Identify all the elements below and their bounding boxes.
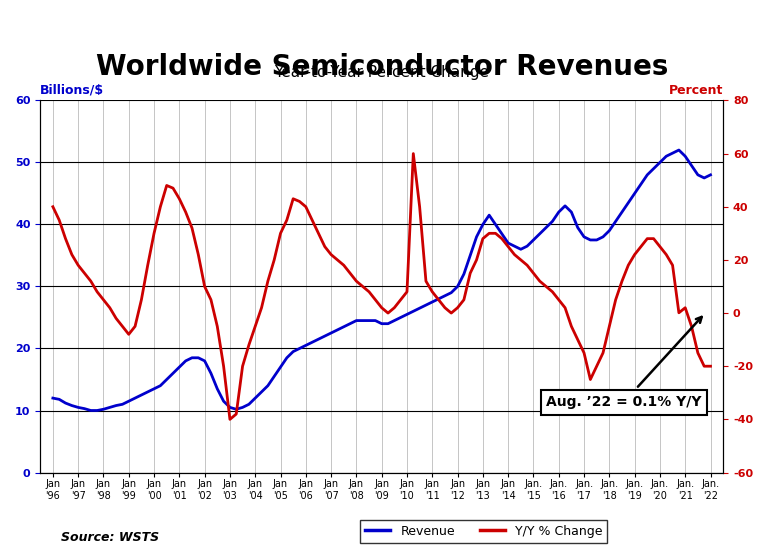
Text: Percent: Percent bbox=[669, 83, 723, 97]
Text: Billions/$: Billions/$ bbox=[40, 83, 104, 97]
Title: Worldwide Semiconductor Revenues: Worldwide Semiconductor Revenues bbox=[95, 53, 668, 81]
Legend: Revenue, Y/Y % Change: Revenue, Y/Y % Change bbox=[360, 520, 607, 543]
Text: Source: WSTS: Source: WSTS bbox=[61, 530, 160, 544]
Text: Year-to-Year Percent Change: Year-to-Year Percent Change bbox=[274, 65, 489, 80]
Text: Aug. ’22 = 0.1% Y/Y: Aug. ’22 = 0.1% Y/Y bbox=[546, 317, 702, 409]
